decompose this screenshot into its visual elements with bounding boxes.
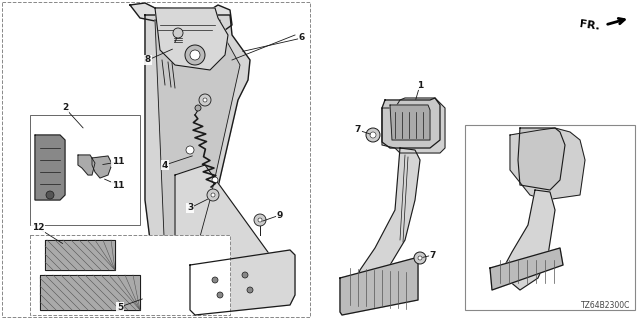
Polygon shape <box>518 128 565 190</box>
Circle shape <box>46 191 54 199</box>
Circle shape <box>212 177 218 183</box>
Circle shape <box>414 252 426 264</box>
Circle shape <box>185 45 205 65</box>
Polygon shape <box>175 165 270 295</box>
Circle shape <box>254 214 266 226</box>
Circle shape <box>370 132 376 138</box>
Polygon shape <box>340 258 418 315</box>
Polygon shape <box>155 20 240 285</box>
Text: 9: 9 <box>277 211 283 220</box>
Polygon shape <box>92 156 112 178</box>
Text: TZ64B2300C: TZ64B2300C <box>580 301 630 310</box>
Circle shape <box>212 277 218 283</box>
Text: 3: 3 <box>187 204 193 212</box>
Circle shape <box>203 98 207 102</box>
Polygon shape <box>505 190 555 290</box>
Polygon shape <box>190 250 295 315</box>
Text: 12: 12 <box>32 223 44 233</box>
Text: 11: 11 <box>112 157 124 166</box>
Polygon shape <box>490 248 563 290</box>
Bar <box>30 115 140 225</box>
Text: 8: 8 <box>145 55 151 65</box>
Text: 7: 7 <box>430 251 436 260</box>
Text: 1: 1 <box>417 81 423 90</box>
Text: FR.: FR. <box>579 19 600 31</box>
Circle shape <box>247 287 253 293</box>
Polygon shape <box>78 155 95 175</box>
Circle shape <box>186 146 194 154</box>
Circle shape <box>211 193 215 197</box>
Text: 7: 7 <box>355 125 361 134</box>
Circle shape <box>258 218 262 222</box>
Polygon shape <box>155 8 228 70</box>
Text: 11: 11 <box>112 180 124 189</box>
Polygon shape <box>40 275 140 310</box>
Text: 5: 5 <box>117 302 123 311</box>
Circle shape <box>199 94 211 106</box>
Circle shape <box>418 256 422 260</box>
Bar <box>30 235 230 315</box>
Text: 4: 4 <box>162 161 168 170</box>
Bar <box>2 2 310 317</box>
Circle shape <box>190 50 200 60</box>
Circle shape <box>366 128 380 142</box>
Circle shape <box>173 28 183 38</box>
Polygon shape <box>390 105 430 140</box>
Polygon shape <box>35 135 65 200</box>
Polygon shape <box>355 148 420 290</box>
Bar <box>465 125 635 310</box>
Polygon shape <box>382 98 440 148</box>
Circle shape <box>195 105 201 111</box>
Polygon shape <box>145 15 250 300</box>
Polygon shape <box>130 3 232 30</box>
Polygon shape <box>510 128 585 200</box>
Polygon shape <box>382 98 445 153</box>
Circle shape <box>217 292 223 298</box>
Circle shape <box>207 189 219 201</box>
Circle shape <box>242 272 248 278</box>
Text: 6: 6 <box>299 34 305 43</box>
Polygon shape <box>45 240 115 270</box>
Text: 2: 2 <box>62 103 68 113</box>
